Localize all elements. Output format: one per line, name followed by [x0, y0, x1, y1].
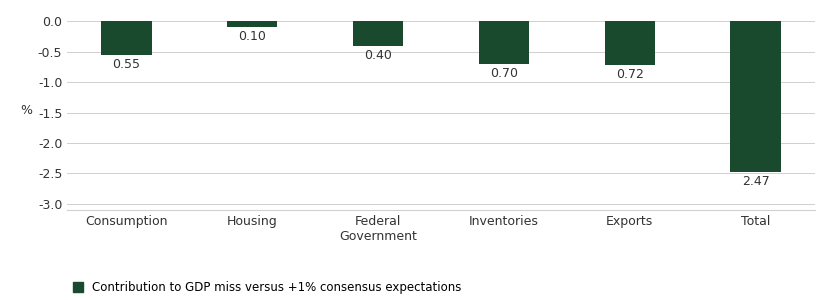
Bar: [101, 21, 151, 55]
Bar: [731, 21, 781, 172]
Text: 0.72: 0.72: [616, 68, 643, 81]
Text: 0.10: 0.10: [239, 30, 266, 43]
Bar: [479, 21, 529, 64]
Y-axis label: %: %: [21, 104, 33, 118]
Text: 0.40: 0.40: [364, 49, 392, 62]
Text: 2.47: 2.47: [742, 175, 769, 188]
Bar: [227, 21, 277, 27]
Bar: [353, 21, 403, 46]
Bar: [605, 21, 655, 65]
Legend: Contribution to GDP miss versus +1% consensus expectations: Contribution to GDP miss versus +1% cons…: [73, 281, 461, 294]
Text: 0.70: 0.70: [490, 67, 518, 80]
Text: 0.55: 0.55: [113, 58, 140, 71]
